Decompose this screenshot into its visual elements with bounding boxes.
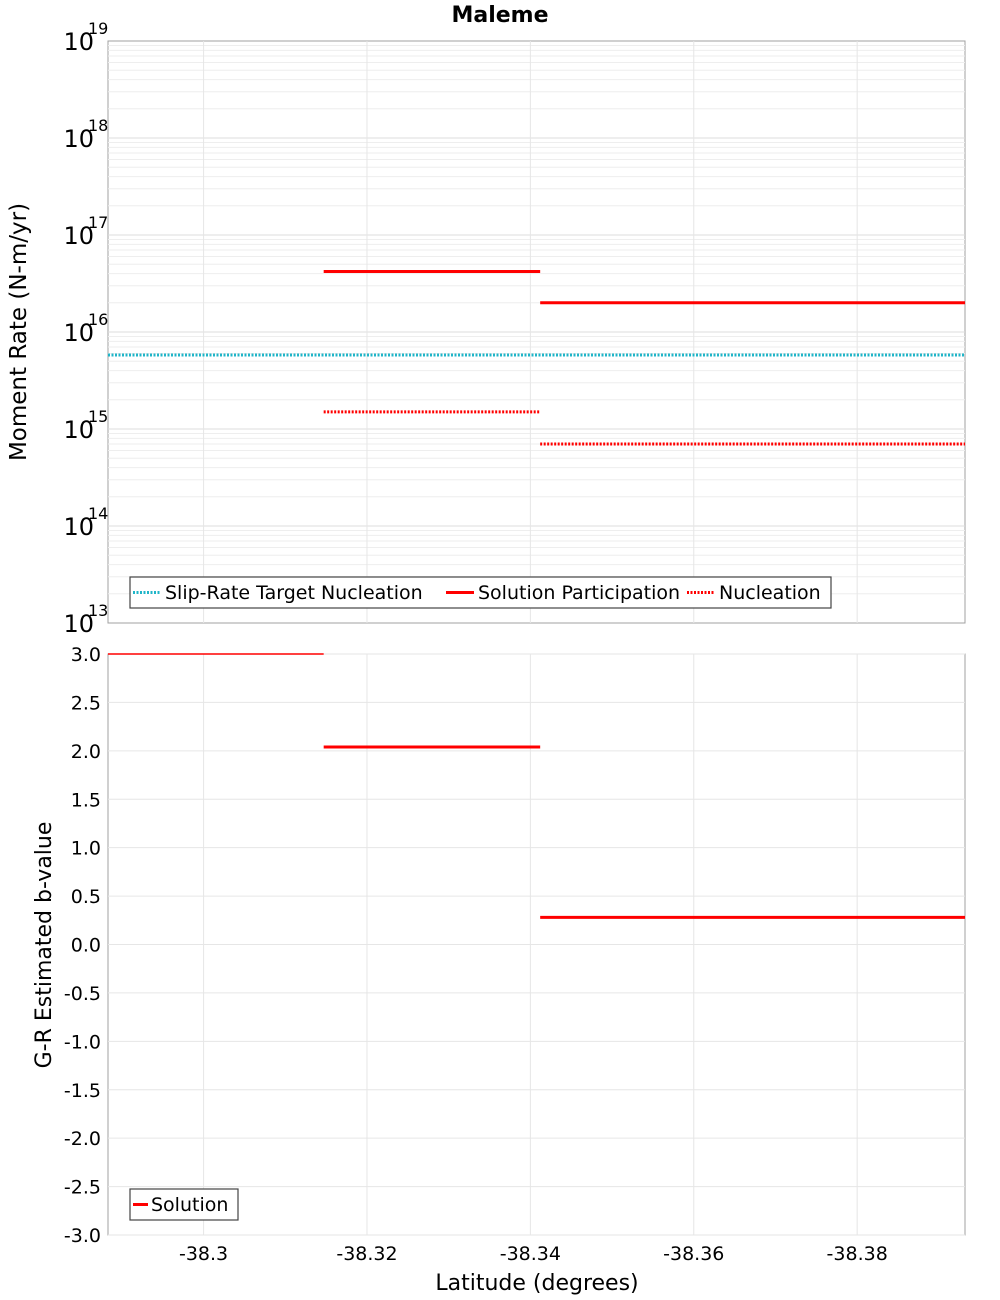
top-y-axis-title: Moment Rate (N-m/yr) — [6, 203, 32, 461]
top-legend-box — [129, 576, 832, 609]
chart-title: Maleme — [451, 3, 548, 28]
svg-text:10: 10 — [63, 416, 94, 444]
svg-text:18: 18 — [88, 116, 108, 135]
legend-entry-label: Solution Participation — [478, 582, 680, 604]
bottom-panel: 3.0 2.5 2.0 1.5 1.0 0.5 0.0 -0.5 -1.0 -1.5 -2.0 -2.… — [32, 644, 966, 1296]
svg-text:19: 19 — [88, 19, 108, 38]
x-axis-title: Latitude (degrees) — [435, 1271, 638, 1296]
bottom-y-tick-label: -0.5 — [64, 983, 101, 1005]
top-legend: Slip-Rate Target Nucleation Solution Part… — [129, 576, 832, 609]
bottom-y-tick-label: 3.0 — [71, 644, 101, 666]
legend-entry-label: Nucleation — [719, 582, 821, 604]
bottom-y-tick-label: 2.5 — [71, 692, 101, 714]
svg-text:14: 14 — [88, 504, 108, 523]
bottom-y-tick-label: 0.5 — [71, 886, 101, 908]
bottom-y-tick-label: 1.0 — [71, 838, 101, 860]
x-tick-label: -38.36 — [663, 1243, 724, 1265]
bottom-x-tick-labels: -38.3 -38.32 -38.34 -38.36 -38.38 — [179, 1243, 888, 1265]
svg-text:10: 10 — [63, 28, 94, 56]
x-tick-label: -38.34 — [500, 1243, 561, 1265]
bottom-legend: Solution — [129, 1188, 239, 1221]
bottom-y-tick-label: 1.5 — [71, 789, 101, 811]
svg-text:15: 15 — [88, 407, 108, 426]
bottom-y-tick-label: 0.0 — [71, 935, 101, 957]
svg-text:10: 10 — [63, 125, 94, 153]
bottom-y-tick-label: 2.0 — [71, 741, 101, 763]
bottom-y-tick-label: -2.5 — [64, 1177, 101, 1199]
x-tick-label: -38.32 — [336, 1243, 397, 1265]
bottom-series — [108, 653, 965, 919]
legend-entry-label: Solution — [151, 1194, 228, 1216]
bottom-y-tick-label: -3.0 — [64, 1225, 101, 1247]
top-series — [108, 270, 965, 446]
bottom-y-tick-labels: 3.0 2.5 2.0 1.5 1.0 0.5 0.0 -0.5 -1.0 -1.5 -2.0 -2.… — [64, 644, 101, 1247]
bottom-gridlines — [108, 653, 965, 1236]
bottom-y-tick-label: -1.0 — [64, 1031, 101, 1053]
svg-text:10: 10 — [63, 319, 94, 347]
svg-text:13: 13 — [88, 601, 108, 620]
x-tick-label: -38.38 — [827, 1243, 888, 1265]
legend-entry-label: Slip-Rate Target Nucleation — [165, 582, 423, 604]
x-tick-label: -38.3 — [179, 1243, 228, 1265]
svg-text:16: 16 — [88, 310, 108, 329]
svg-text:10: 10 — [63, 222, 94, 250]
bottom-y-tick-label: -1.5 — [64, 1080, 101, 1102]
bottom-y-axis-title: G-R Estimated b-value — [32, 822, 57, 1069]
svg-text:10: 10 — [63, 610, 94, 638]
bottom-y-tick-label: -2.0 — [64, 1128, 101, 1150]
svg-text:10: 10 — [63, 513, 94, 541]
svg-text:17: 17 — [88, 213, 108, 232]
